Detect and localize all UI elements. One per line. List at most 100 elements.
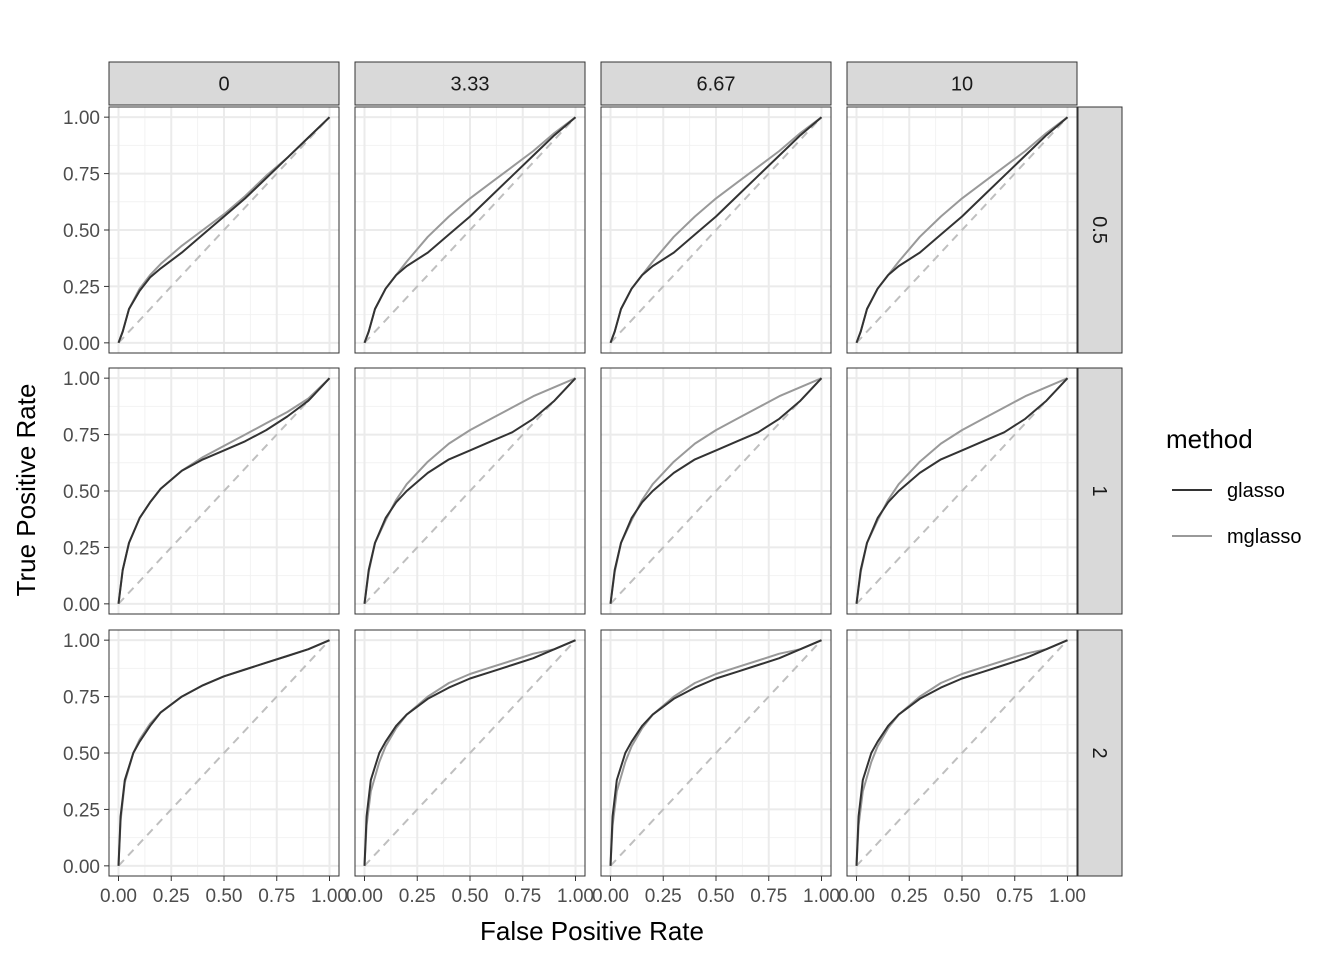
y-tick-label: 0.50 [63,221,100,242]
y-axis-title: True Positive Rate [11,384,41,597]
diagonal-reference-line [363,116,577,344]
facet-panels: 0 3.33 6.67 10 0.5 1 2 [108,61,1123,877]
y-tick-label: 0.00 [63,334,100,355]
x-tick-label: 0.00 [592,886,629,907]
y-tick-label: 0.75 [63,688,100,709]
facet-panel [846,367,1078,615]
col-strip-label: 6.67 [697,74,736,96]
col-strip [354,61,586,106]
series-line-glasso [117,639,330,866]
row-strip [1077,367,1123,615]
diagonal-reference-line [609,116,823,344]
y-tick-label: 0.00 [63,595,100,616]
facet-panel [108,367,340,615]
col-strip [846,61,1078,106]
axis-ticks: 0.000.250.500.751.000.000.250.500.751.00… [63,108,1086,907]
series-line-glasso [363,116,577,344]
diagonal-reference-line [609,639,823,867]
panel-border [354,367,586,615]
panel-border [846,106,1078,354]
x-tick-label: 0.25 [645,886,682,907]
col-strip [600,61,832,106]
diagonal-reference-line [855,116,1069,344]
facet-panel [600,367,832,615]
row-strip-label: 2 [1088,747,1110,758]
legend-label-glasso: glasso [1227,480,1285,502]
x-tick-label: 1.00 [803,886,840,907]
row-strip [1077,106,1123,354]
series-line-glasso [855,377,1069,604]
col-strip-label: 3.33 [451,74,490,96]
facet-panel [354,629,586,877]
series-line-glasso [855,116,1069,344]
series-line-mglasso [855,639,1068,866]
facet-panel [108,106,340,354]
series-line-glasso [363,377,577,604]
facet-panel [600,106,832,354]
y-tick-label: 0.75 [63,165,100,186]
row-strip-label: 1 [1088,485,1110,496]
y-tick-label: 0.50 [63,482,100,503]
y-tick-label: 0.25 [63,800,100,821]
x-tick-label: 0.50 [452,886,489,907]
diagonal-reference-line [609,377,823,605]
y-tick-label: 0.00 [63,857,100,878]
facet-panel [600,629,832,877]
x-tick-label: 0.25 [399,886,436,907]
diagonal-reference-line [855,377,1069,605]
series-line-mglasso [609,639,822,866]
y-tick-label: 0.25 [63,277,100,298]
diagonal-reference-line [117,639,331,867]
row-strip-label: 0.5 [1088,216,1110,244]
col-strip-label: 10 [951,74,973,96]
facet-panel [108,629,340,877]
x-tick-label: 0.00 [100,886,137,907]
series-line-glasso [117,116,331,344]
series-line-glasso [609,116,823,344]
facet-panel [846,629,1078,877]
row-strip [1077,629,1123,877]
facet-panel [846,106,1078,354]
x-tick-label: 0.25 [891,886,928,907]
diagonal-reference-line [855,639,1069,867]
x-tick-label: 0.75 [504,886,541,907]
y-tick-label: 0.50 [63,744,100,765]
x-tick-label: 0.50 [698,886,735,907]
y-tick-label: 1.00 [63,369,100,390]
facet-panel [354,367,586,615]
facet-panel [354,106,586,354]
x-axis-title: False Positive Rate [480,916,704,946]
x-tick-label: 1.00 [557,886,594,907]
diagonal-reference-line [363,639,577,867]
series-line-glasso [855,639,1068,866]
panel-border [354,106,586,354]
x-tick-label: 0.75 [258,886,295,907]
y-tick-label: 0.75 [63,426,100,447]
panel-border [846,367,1078,615]
diagonal-reference-line [117,377,331,605]
diagonal-reference-line [117,116,331,344]
x-tick-label: 0.00 [346,886,383,907]
series-line-glasso [609,377,823,604]
panel-border [600,367,832,615]
y-tick-label: 0.25 [63,538,100,559]
series-line-glasso [609,639,822,866]
legend-label-mglasso: mglasso [1227,526,1301,548]
panel-border [600,106,832,354]
x-tick-label: 0.25 [153,886,190,907]
col-strip [108,61,340,106]
x-tick-label: 0.50 [206,886,243,907]
x-tick-label: 0.75 [750,886,787,907]
y-tick-label: 1.00 [63,108,100,129]
x-tick-label: 1.00 [311,886,348,907]
x-tick-label: 0.75 [996,886,1033,907]
x-tick-label: 0.50 [944,886,981,907]
legend: method glasso mglasso [1166,424,1301,548]
diagonal-reference-line [363,377,577,605]
x-tick-label: 0.00 [838,886,875,907]
x-tick-label: 1.00 [1049,886,1086,907]
y-tick-label: 1.00 [63,631,100,652]
series-line-mglasso [363,639,576,866]
legend-title: method [1166,424,1253,454]
